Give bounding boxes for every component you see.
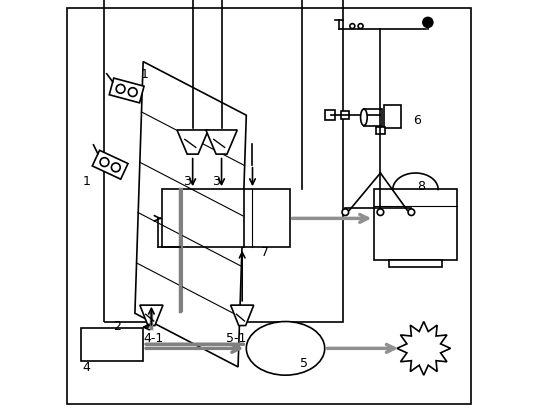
Polygon shape	[135, 62, 246, 367]
Text: 4: 4	[82, 360, 90, 373]
Text: 6: 6	[413, 113, 421, 126]
Text: 4-1: 4-1	[143, 331, 164, 344]
Circle shape	[111, 164, 120, 172]
Circle shape	[342, 209, 349, 216]
Circle shape	[100, 158, 109, 167]
Ellipse shape	[246, 322, 325, 375]
Circle shape	[129, 88, 137, 97]
Polygon shape	[93, 151, 128, 180]
Text: 1: 1	[140, 68, 148, 81]
Polygon shape	[231, 305, 254, 326]
Bar	[384, 106, 401, 129]
Polygon shape	[206, 131, 237, 155]
Circle shape	[408, 209, 415, 216]
Text: 8: 8	[417, 179, 426, 192]
Bar	[81, 328, 143, 361]
Bar	[162, 190, 289, 248]
Text: 7: 7	[261, 245, 269, 258]
Bar	[388, 260, 442, 268]
Circle shape	[377, 209, 384, 216]
Text: 3: 3	[183, 175, 191, 188]
Text: 5: 5	[300, 356, 308, 369]
Bar	[325, 111, 335, 121]
Bar	[374, 190, 457, 260]
Text: 5-1: 5-1	[225, 331, 246, 344]
Polygon shape	[397, 322, 450, 375]
Text: 2: 2	[113, 319, 121, 332]
Circle shape	[358, 24, 363, 29]
Text: 3: 3	[212, 175, 220, 188]
Text: 1: 1	[82, 175, 90, 188]
Bar	[104, 0, 343, 322]
Polygon shape	[177, 131, 208, 155]
Bar	[364, 110, 382, 126]
Circle shape	[116, 85, 125, 94]
Bar	[341, 112, 350, 120]
Ellipse shape	[360, 110, 367, 126]
Circle shape	[423, 19, 433, 28]
Polygon shape	[109, 79, 144, 104]
Bar	[376, 128, 385, 135]
Circle shape	[350, 24, 355, 29]
Polygon shape	[140, 305, 163, 326]
